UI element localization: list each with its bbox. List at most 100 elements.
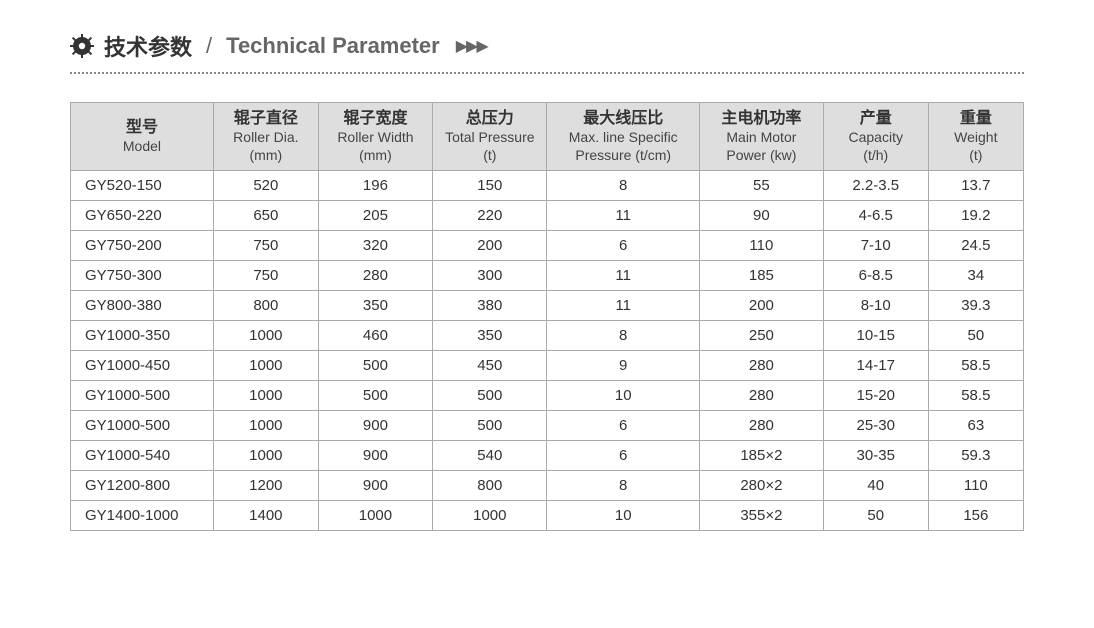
title-chinese: 技术参数	[104, 30, 192, 62]
table-cell: 15-20	[823, 381, 928, 411]
table-cell: GY1000-350	[71, 321, 214, 351]
table-cell: 380	[433, 291, 547, 321]
table-cell: 40	[823, 471, 928, 501]
table-cell: 540	[433, 441, 547, 471]
column-header-en: Roller Dia.	[218, 129, 314, 147]
table-cell: 205	[318, 201, 432, 231]
column-header-en: Max. line Specific	[551, 129, 694, 147]
table-cell: 750	[213, 231, 318, 261]
table-cell: 500	[433, 381, 547, 411]
column-header: 重量Weight(t)	[928, 103, 1023, 171]
table-row: GY1000-54010009005406185×230-3559.3	[71, 441, 1024, 471]
column-header-en: Model	[75, 138, 209, 156]
table-cell: 25-30	[823, 411, 928, 441]
table-cell: 900	[318, 441, 432, 471]
table-cell: 30-35	[823, 441, 928, 471]
column-header-unit: Pressure (t/cm)	[551, 147, 694, 165]
table-cell: 1000	[213, 381, 318, 411]
table-cell: GY520-150	[71, 171, 214, 201]
table-cell: 800	[433, 471, 547, 501]
table-cell: 1000	[213, 321, 318, 351]
table-cell: 4-6.5	[823, 201, 928, 231]
table-cell: 1000	[318, 501, 432, 531]
table-cell: 11	[547, 261, 699, 291]
table-cell: 280	[318, 261, 432, 291]
table-cell: 10	[547, 501, 699, 531]
table-cell: GY750-300	[71, 261, 214, 291]
table-cell: 58.5	[928, 381, 1023, 411]
table-cell: 63	[928, 411, 1023, 441]
table-cell: 8	[547, 321, 699, 351]
table-row: GY1000-4501000500450928014-1758.5	[71, 351, 1024, 381]
table-row: GY520-1505201961508552.2-3.513.7	[71, 171, 1024, 201]
parameter-table: 型号Model辊子直径Roller Dia.(mm)辊子宽度Roller Wid…	[70, 102, 1024, 531]
column-header: 辊子宽度Roller Width(mm)	[318, 103, 432, 171]
table-cell: 110	[699, 231, 823, 261]
column-header-en: Roller Width	[323, 129, 428, 147]
column-header-cn: 重量	[933, 109, 1019, 129]
table-cell: 350	[433, 321, 547, 351]
gear-icon	[70, 34, 94, 58]
column-header-en: Weight	[933, 129, 1019, 147]
table-cell: 1000	[213, 351, 318, 381]
table-row: GY1200-80012009008008280×240110	[71, 471, 1024, 501]
table-cell: 2.2-3.5	[823, 171, 928, 201]
table-cell: 7-10	[823, 231, 928, 261]
table-cell: 11	[547, 291, 699, 321]
table-cell: 34	[928, 261, 1023, 291]
column-header-cn: 主电机功率	[704, 109, 819, 129]
column-header-en: Capacity	[828, 129, 924, 147]
column-header-unit: Power (kw)	[704, 147, 819, 165]
table-cell: 156	[928, 501, 1023, 531]
table-cell: 1000	[213, 441, 318, 471]
table-row: GY1400-100014001000100010355×250156	[71, 501, 1024, 531]
column-header: 最大线压比Max. line SpecificPressure (t/cm)	[547, 103, 699, 171]
table-cell: 200	[699, 291, 823, 321]
table-cell: GY1000-500	[71, 381, 214, 411]
column-header-cn: 型号	[75, 118, 209, 138]
column-header-cn: 最大线压比	[551, 109, 694, 129]
table-cell: 650	[213, 201, 318, 231]
table-cell: 58.5	[928, 351, 1023, 381]
column-header-en: Total Pressure	[437, 129, 542, 147]
column-header: 产量Capacity(t/h)	[823, 103, 928, 171]
column-header: 辊子直径Roller Dia.(mm)	[213, 103, 318, 171]
table-cell: 280×2	[699, 471, 823, 501]
table-cell: GY800-380	[71, 291, 214, 321]
table-cell: 460	[318, 321, 432, 351]
title-separator: /	[206, 33, 212, 59]
table-row: GY750-300750280300111856-8.534	[71, 261, 1024, 291]
table-cell: 110	[928, 471, 1023, 501]
table-cell: 6	[547, 411, 699, 441]
column-header: 型号Model	[71, 103, 214, 171]
table-cell: 59.3	[928, 441, 1023, 471]
table-cell: 1000	[433, 501, 547, 531]
table-cell: 8	[547, 171, 699, 201]
table-cell: 500	[433, 411, 547, 441]
table-cell: GY1000-450	[71, 351, 214, 381]
table-cell: GY750-200	[71, 231, 214, 261]
table-cell: 6	[547, 231, 699, 261]
column-header-unit: (mm)	[218, 147, 314, 165]
parameter-table-container: 型号Model辊子直径Roller Dia.(mm)辊子宽度Roller Wid…	[70, 102, 1024, 531]
table-cell: 280	[699, 351, 823, 381]
table-row: GY650-22065020522011904-6.519.2	[71, 201, 1024, 231]
table-cell: 24.5	[928, 231, 1023, 261]
table-cell: 6-8.5	[823, 261, 928, 291]
section-header: 技术参数 / Technical Parameter ▶▶▶	[70, 30, 1024, 74]
table-cell: 280	[699, 381, 823, 411]
table-cell: 10	[547, 381, 699, 411]
table-header-row: 型号Model辊子直径Roller Dia.(mm)辊子宽度Roller Wid…	[71, 103, 1024, 171]
column-header-cn: 产量	[828, 109, 924, 129]
column-header-cn: 辊子宽度	[323, 109, 428, 129]
table-cell: 9	[547, 351, 699, 381]
table-cell: GY1000-500	[71, 411, 214, 441]
column-header: 总压力Total Pressure(t)	[433, 103, 547, 171]
column-header: 主电机功率Main MotorPower (kw)	[699, 103, 823, 171]
table-cell: 13.7	[928, 171, 1023, 201]
table-cell: 1200	[213, 471, 318, 501]
table-cell: 90	[699, 201, 823, 231]
table-cell: 1400	[213, 501, 318, 531]
table-cell: 50	[823, 501, 928, 531]
column-header-unit: (t)	[933, 147, 1019, 165]
